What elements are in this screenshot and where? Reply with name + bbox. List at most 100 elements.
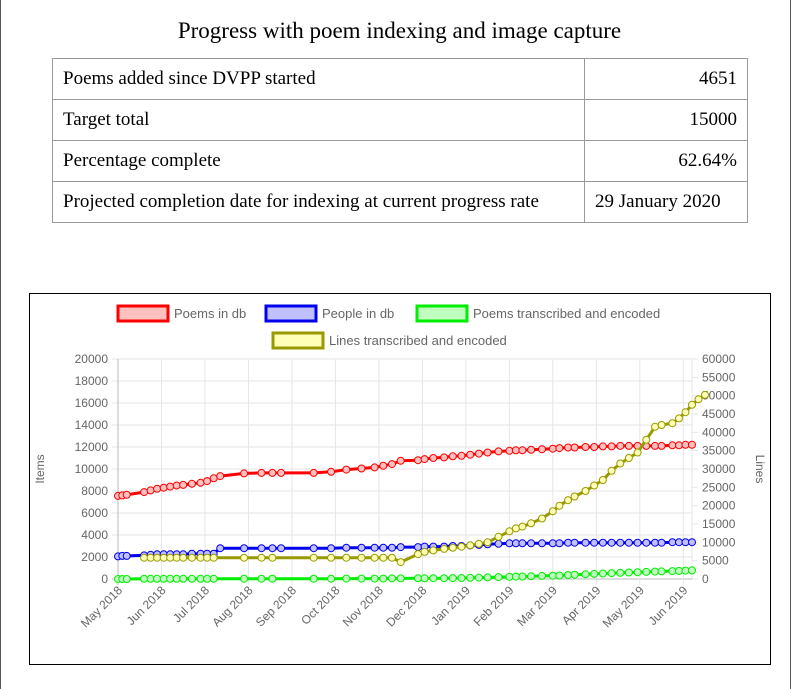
data-point-0 — [466, 450, 475, 459]
data-point-1 — [555, 539, 564, 548]
legend-label-0: Poems in db — [174, 306, 246, 321]
x-tick-label: May 2018 — [78, 583, 125, 630]
data-point-0 — [153, 484, 162, 493]
data-point-3 — [159, 553, 168, 562]
data-point-0 — [538, 445, 546, 454]
data-point-3 — [538, 514, 546, 523]
data-point-2 — [140, 574, 149, 583]
progress-line-chart: 0 2000 4000 6000 8000 10000 12000 14000 16000 180… — [33, 304, 767, 630]
data-point-3 — [448, 543, 457, 552]
data-point-3 — [153, 553, 162, 562]
data-point-2 — [159, 574, 168, 583]
data-point-3 — [166, 553, 175, 562]
x-tick-label: May 2019 — [600, 583, 647, 630]
data-point-1 — [616, 538, 625, 547]
data-point-2 — [688, 566, 696, 575]
data-point-2 — [187, 574, 196, 583]
data-point-3 — [268, 553, 277, 562]
data-point-3 — [527, 519, 536, 528]
x-tick-label: Oct 2018 — [298, 583, 343, 628]
data-point-3 — [327, 553, 336, 562]
data-point-3 — [633, 448, 642, 457]
data-point-3 — [657, 421, 666, 429]
data-point-3 — [429, 546, 438, 555]
data-point-0 — [457, 451, 466, 460]
data-point-1 — [357, 543, 366, 552]
progress-table: Poems added since DVPP started 4651 Targ… — [52, 58, 748, 223]
data-point-3 — [651, 422, 659, 431]
row-value-projected-date: 29 January 2020 — [584, 181, 748, 223]
y2-tick-label: 20000 — [702, 499, 736, 513]
data-point-3 — [388, 553, 396, 562]
data-point-3 — [564, 496, 573, 505]
data-point-1 — [564, 538, 573, 547]
data-point-1 — [681, 538, 690, 547]
data-point-2 — [429, 574, 438, 583]
data-point-0 — [657, 441, 666, 450]
data-point-3 — [616, 459, 625, 468]
data-point-0 — [675, 441, 683, 450]
x-tick-label: Jan 2019 — [428, 583, 473, 628]
data-point-3 — [624, 454, 633, 462]
data-point-0 — [216, 472, 225, 481]
y2-tick-label: 40000 — [702, 425, 736, 439]
data-point-3 — [466, 541, 475, 550]
data-point-1 — [657, 538, 666, 547]
data-point-0 — [140, 488, 149, 497]
data-point-3 — [548, 507, 557, 516]
data-point-2 — [179, 574, 188, 583]
data-point-0 — [570, 443, 579, 452]
data-point-0 — [505, 446, 514, 455]
data-point-2 — [581, 570, 590, 579]
data-point-0 — [179, 480, 188, 489]
data-point-0 — [607, 442, 616, 451]
data-point-3 — [240, 553, 249, 562]
data-point-3 — [457, 542, 466, 551]
legend-swatch-3 — [271, 331, 325, 350]
data-point-3 — [688, 400, 696, 409]
data-point-2 — [564, 571, 573, 579]
data-point-0 — [440, 453, 449, 462]
data-point-1 — [388, 543, 396, 552]
data-point-1 — [548, 539, 557, 548]
data-point-2 — [570, 570, 579, 579]
data-point-1 — [651, 538, 659, 547]
data-point-2 — [379, 574, 388, 583]
data-point-0 — [668, 441, 677, 450]
data-point-2 — [474, 573, 483, 582]
data-point-1 — [607, 538, 616, 547]
y2-axis-title: Lines — [753, 455, 767, 484]
legend-swatch-1 — [264, 304, 318, 323]
data-point-3 — [357, 553, 366, 562]
legend-label-2: Poems transcribed and encoded — [473, 306, 660, 321]
data-point-3 — [209, 553, 218, 562]
page-frame-left-border — [0, 0, 1, 689]
table-row: Projected completion date for indexing a… — [52, 181, 748, 223]
data-point-0 — [448, 452, 457, 461]
data-point-2 — [651, 567, 659, 576]
legend-swatch-0 — [116, 304, 170, 323]
data-point-0 — [624, 441, 633, 450]
data-point-0 — [122, 490, 131, 499]
data-point-0 — [527, 445, 536, 454]
data-point-1 — [122, 551, 131, 560]
data-point-0 — [327, 467, 336, 476]
data-point-3 — [396, 558, 405, 567]
data-point-3 — [694, 395, 703, 404]
data-point-2 — [309, 574, 318, 583]
data-point-0 — [146, 486, 155, 495]
data-point-1 — [257, 544, 266, 553]
x-tick-label: Apr 2019 — [559, 583, 604, 628]
data-point-3 — [483, 538, 492, 547]
data-point-2 — [203, 574, 212, 583]
data-point-0 — [555, 444, 564, 453]
data-point-2 — [675, 566, 683, 575]
data-point-1 — [505, 539, 514, 548]
y2-tick-label: 45000 — [702, 407, 736, 421]
data-point-0 — [564, 443, 573, 452]
data-point-3 — [370, 553, 379, 562]
data-point-3 — [590, 481, 599, 490]
data-point-2 — [153, 574, 162, 583]
data-point-1 — [396, 543, 405, 552]
data-point-2 — [681, 566, 690, 575]
